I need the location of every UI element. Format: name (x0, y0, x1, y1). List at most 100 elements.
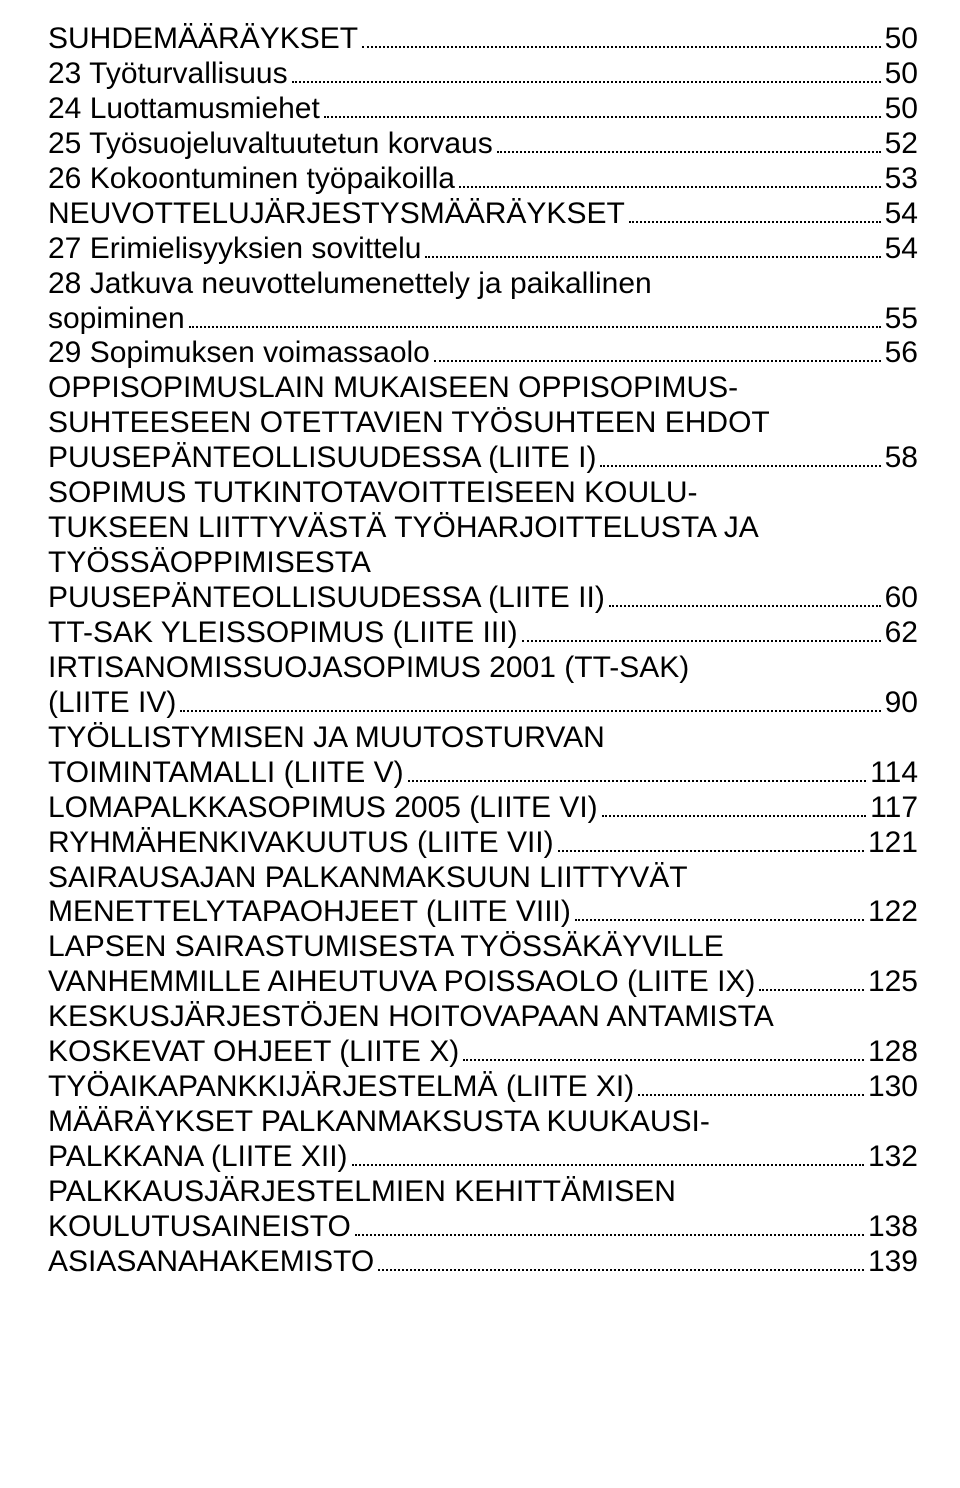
toc-page-number: 60 (885, 581, 918, 616)
toc-entry-line: MÄÄRÄYKSET PALKANMAKSUSTA KUUKAUSI- (48, 1105, 918, 1140)
toc-entry-line: LAPSEN SAIRASTUMISESTA TYÖSSÄKÄYVILLE (48, 930, 918, 965)
toc-leader-dots (292, 57, 881, 83)
toc-leader-dots (522, 616, 881, 642)
toc-entry-label: ASIASANAHAKEMISTO (48, 1245, 374, 1280)
toc-entry-line: SAIRAUSAJAN PALKANMAKSUUN LIITTYVÄT (48, 861, 918, 896)
toc-entry-line: ASIASANAHAKEMISTO 139 (48, 1245, 918, 1280)
toc-leader-dots (408, 756, 867, 782)
toc-leader-dots (497, 127, 881, 153)
toc-entry-label: OPPISOPIMUSLAIN MUKAISEEN OPPISOPIMUS- (48, 371, 738, 406)
toc-page-number: 50 (885, 92, 918, 127)
toc-entry-line: PUUSEPÄNTEOLLISUUDESSA (LIITE I) 58 (48, 441, 918, 476)
toc-page-number: 128 (868, 1035, 918, 1070)
toc-entry-label: PUUSEPÄNTEOLLISUUDESSA (LIITE II) (48, 581, 605, 616)
toc-entry-label: PUUSEPÄNTEOLLISUUDESSA (LIITE I) (48, 441, 596, 476)
toc-entry-line: (LIITE IV)90 (48, 686, 918, 721)
toc-entry-label: PALKKANA (LIITE XII) (48, 1140, 348, 1175)
toc-page-number: 122 (868, 895, 918, 930)
toc-entry-label: KOULUTUSAINEISTO (48, 1210, 351, 1245)
toc-entry-label: SAIRAUSAJAN PALKANMAKSUUN LIITTYVÄT (48, 861, 688, 896)
toc-entry-line: MENETTELYTAPAOHJEET (LIITE VIII) 122 (48, 895, 918, 930)
toc-entry-label: TYÖLLISTYMISEN JA MUUTOSTURVAN (48, 721, 605, 756)
toc-page: SUHDEMÄÄRÄYKSET 50 23 Työturvallisuus 50 24 … (0, 0, 960, 1488)
toc-entry-label: LAPSEN SAIRASTUMISESTA TYÖSSÄKÄYVILLE (48, 930, 724, 965)
toc-entry-label: KESKUSJÄRJESTÖJEN HOITOVAPAAN ANTAMISTA (48, 1000, 774, 1035)
toc-leader-dots (558, 826, 864, 852)
toc-page-number: 54 (885, 197, 918, 232)
toc-page-number: 117 (870, 791, 918, 826)
toc-entry-line: SUHDEMÄÄRÄYKSET 50 (48, 22, 918, 57)
toc-entry-line: LOMAPALKKASOPIMUS 2005 (LIITE VI)117 (48, 791, 918, 826)
toc-entry-label: MENETTELYTAPAOHJEET (LIITE VIII) (48, 895, 571, 930)
toc-leader-dots (378, 1245, 864, 1271)
toc-page-number: 52 (885, 127, 918, 162)
toc-entry-line: SOPIMUS TUTKINTOTAVOITTEISEEN KOULU- (48, 476, 918, 511)
toc-entry-line: KOULUTUSAINEISTO 138 (48, 1210, 918, 1245)
toc-leader-dots (352, 1140, 864, 1166)
toc-page-number: 53 (885, 162, 918, 197)
toc-entry-label: sopiminen (48, 302, 185, 337)
toc-entry-line: IRTISANOMISSUOJASOPIMUS 2001 (TT-SAK) (48, 651, 918, 686)
toc-page-number: 50 (885, 57, 918, 92)
toc-page-number: 125 (868, 965, 918, 1000)
toc-entry-line: TT-SAK YLEISSOPIMUS (LIITE III) 62 (48, 616, 918, 651)
toc-entry-label: RYHMÄHENKIVAKUUTUS (LIITE VII) (48, 826, 554, 861)
toc-entry-label: VANHEMMILLE AIHEUTUVA POISSAOLO (LIITE I… (48, 965, 755, 1000)
toc-entry-label: 29 Sopimuksen voimassaolo (48, 336, 430, 371)
toc-entry-label: MÄÄRÄYKSET PALKANMAKSUSTA KUUKAUSI- (48, 1105, 710, 1140)
toc-page-number: 130 (868, 1070, 918, 1105)
toc-entry-line: TYÖLLISTYMISEN JA MUUTOSTURVAN (48, 721, 918, 756)
toc-entry-label: 28 Jatkuva neuvottelumenettely ja paikal… (48, 267, 652, 302)
toc-leader-dots (355, 1210, 864, 1236)
toc-leader-dots (362, 22, 881, 48)
toc-entry-label: NEUVOTTELUJÄRJESTYSMÄÄRÄYKSET (48, 197, 625, 232)
toc-entry-line: NEUVOTTELUJÄRJESTYSMÄÄRÄYKSET 54 (48, 197, 918, 232)
toc-entry-line: 25 Työsuojeluvaltuutetun korvaus52 (48, 127, 918, 162)
toc-entry-line: RYHMÄHENKIVAKUUTUS (LIITE VII) 121 (48, 826, 918, 861)
toc-entry-label: TT-SAK YLEISSOPIMUS (LIITE III) (48, 616, 518, 651)
toc-entry-line: TOIMINTAMALLI (LIITE V)114 (48, 756, 918, 791)
toc-page-number: 62 (885, 616, 918, 651)
toc-page-number: 58 (885, 441, 918, 476)
toc-page-number: 121 (868, 826, 918, 861)
toc-leader-dots (600, 441, 880, 467)
toc-entry-line: 27 Erimielisyyksien sovittelu 54 (48, 232, 918, 267)
toc-entry-line: SUHTEESEEN OTETTAVIEN TYÖSUHTEEN EHDOT (48, 406, 918, 441)
toc-entry-label: TOIMINTAMALLI (LIITE V) (48, 756, 404, 791)
toc-entry-label: 27 Erimielisyyksien sovittelu (48, 232, 421, 267)
toc-leader-dots (189, 302, 881, 328)
toc-page-number: 56 (885, 336, 918, 371)
toc-entry-label: TUKSEEN LIITTYVÄSTÄ TYÖHARJOITTELUSTA JA (48, 511, 759, 546)
toc-page-number: 139 (868, 1245, 918, 1280)
toc-leader-dots (638, 1070, 864, 1096)
toc-page-number: 54 (885, 232, 918, 267)
toc-entry-label: IRTISANOMISSUOJASOPIMUS 2001 (TT-SAK) (48, 651, 689, 686)
toc-entry-line: KOSKEVAT OHJEET (LIITE X) 128 (48, 1035, 918, 1070)
toc-leader-dots (434, 336, 881, 362)
toc-entry-label: 23 Työturvallisuus (48, 57, 288, 92)
toc-page-number: 138 (868, 1210, 918, 1245)
toc-entry-label: KOSKEVAT OHJEET (LIITE X) (48, 1035, 459, 1070)
toc-entry-label: SUHTEESEEN OTETTAVIEN TYÖSUHTEEN EHDOT (48, 406, 770, 441)
toc-entry-line: 26 Kokoontuminen työpaikoilla 53 (48, 162, 918, 197)
toc-entry-line: 23 Työturvallisuus 50 (48, 57, 918, 92)
toc-entry-label: SUHDEMÄÄRÄYKSET (48, 22, 358, 57)
toc-entry-line: OPPISOPIMUSLAIN MUKAISEEN OPPISOPIMUS- (48, 371, 918, 406)
toc-entry-line: TYÖSSÄOPPIMISESTA (48, 546, 918, 581)
toc-leader-dots (609, 581, 881, 607)
toc-leader-dots (425, 232, 880, 258)
toc-leader-dots (463, 1035, 864, 1061)
toc-entry-label: TYÖAIKAPANKKIJÄRJESTELMÄ (LIITE XI) (48, 1070, 634, 1105)
toc-entry-line: PALKKAUSJÄRJESTELMIEN KEHITTÄMISEN (48, 1175, 918, 1210)
toc-entry-label: PALKKAUSJÄRJESTELMIEN KEHITTÄMISEN (48, 1175, 676, 1210)
toc-leader-dots (324, 92, 881, 118)
toc-leader-dots (575, 895, 864, 921)
toc-entry-line: TUKSEEN LIITTYVÄSTÄ TYÖHARJOITTELUSTA JA (48, 511, 918, 546)
toc-page-number: 50 (885, 22, 918, 57)
toc-entry-label: 26 Kokoontuminen työpaikoilla (48, 162, 455, 197)
toc-entry-line: PUUSEPÄNTEOLLISUUDESSA (LIITE II) 60 (48, 581, 918, 616)
toc-entry-line: VANHEMMILLE AIHEUTUVA POISSAOLO (LIITE I… (48, 965, 918, 1000)
toc-entry-line: KESKUSJÄRJESTÖJEN HOITOVAPAAN ANTAMISTA (48, 1000, 918, 1035)
toc-entry-label: 24 Luottamusmiehet (48, 92, 320, 127)
toc-entry-line: PALKKANA (LIITE XII)132 (48, 1140, 918, 1175)
